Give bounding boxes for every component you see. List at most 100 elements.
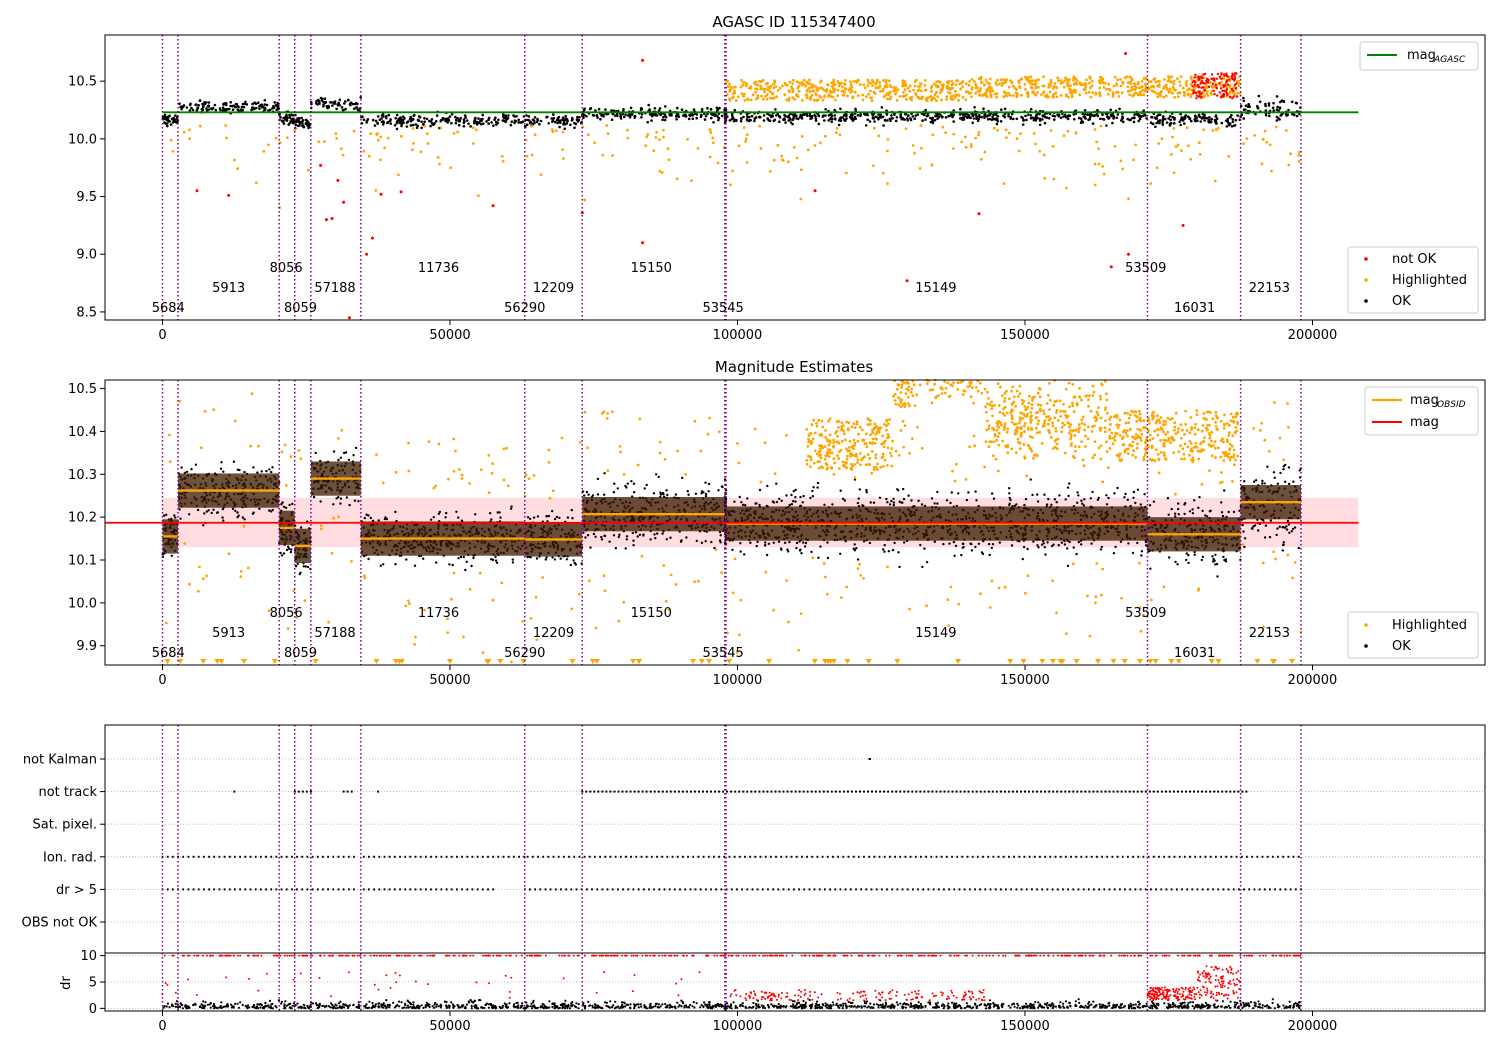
point-ok <box>243 102 247 106</box>
point-highlighted <box>419 150 423 154</box>
point-ok <box>995 122 999 126</box>
point-highlighted <box>436 156 440 159</box>
point-ok <box>322 105 325 108</box>
point-highlighted <box>814 93 818 97</box>
point-highlighted <box>740 92 744 96</box>
point-ok <box>1091 114 1094 117</box>
point-ok <box>704 481 707 484</box>
point-highlighted <box>593 141 597 145</box>
point-ok <box>1003 115 1007 119</box>
point-ok <box>1242 117 1245 120</box>
point-ok <box>839 116 842 120</box>
point-ok <box>1029 107 1033 111</box>
point-ok <box>448 563 451 566</box>
point-not-ok <box>1215 77 1219 81</box>
point-ok <box>533 116 537 119</box>
point-ok <box>1057 544 1060 547</box>
point-ok <box>723 108 727 111</box>
point-highlighted <box>1219 83 1223 87</box>
point-not-ok <box>336 178 340 182</box>
point-highlighted <box>743 99 747 102</box>
point-ok <box>975 117 978 120</box>
point-ok <box>553 558 557 561</box>
point-highlighted <box>919 89 923 93</box>
point-ok <box>1197 113 1201 117</box>
point-highlighted <box>1101 165 1104 168</box>
point-highlighted <box>452 132 456 135</box>
point-ok <box>1169 121 1173 125</box>
point-not-ok <box>1215 87 1219 90</box>
point-highlighted <box>849 80 852 84</box>
point-highlighted <box>1068 78 1071 81</box>
point-ok <box>1115 116 1119 120</box>
point-ok <box>594 535 597 538</box>
point-ok <box>774 108 777 111</box>
point-ok <box>784 121 787 124</box>
point-highlighted <box>1163 78 1166 81</box>
point-ok <box>1073 118 1076 121</box>
point-ok <box>551 509 554 513</box>
point-not-ok <box>1207 81 1210 84</box>
point-ok <box>389 122 393 125</box>
point-highlighted <box>917 85 920 88</box>
point-not-ok <box>1234 86 1238 90</box>
point-ok <box>604 108 607 111</box>
point-highlighted <box>734 85 737 89</box>
point-highlighted <box>976 90 980 93</box>
point-ok <box>810 550 813 554</box>
point-highlighted <box>823 95 826 99</box>
point-highlighted <box>867 92 870 96</box>
point-ok <box>1267 104 1271 107</box>
point-ok <box>380 117 383 120</box>
point-highlighted <box>367 154 371 158</box>
point-ok <box>1295 114 1299 118</box>
point-ok <box>445 511 448 515</box>
point-ok <box>531 118 535 121</box>
point-highlighted <box>1113 144 1117 148</box>
point-ok <box>1295 101 1298 105</box>
point-highlighted <box>561 157 565 160</box>
point-highlighted <box>756 83 759 87</box>
point-ok <box>789 112 792 116</box>
point-ok <box>1056 113 1059 116</box>
point-not-ok <box>330 217 334 220</box>
point-highlighted <box>1236 91 1240 95</box>
point-highlighted <box>954 93 958 97</box>
point-ok <box>1155 121 1158 125</box>
point-highlighted <box>892 86 896 89</box>
point-ok <box>333 100 337 103</box>
point-ok <box>1242 99 1246 103</box>
point-ok <box>1089 497 1093 500</box>
point-ok <box>787 114 791 117</box>
point-ok <box>297 117 300 120</box>
point-ok <box>356 102 359 106</box>
point-ok <box>1036 112 1039 116</box>
point-highlighted <box>1049 81 1053 85</box>
point-highlighted <box>797 89 801 93</box>
point-ok <box>525 114 528 117</box>
point-highlighted <box>1120 91 1124 95</box>
point-highlighted <box>583 198 587 202</box>
point-ok <box>344 100 347 103</box>
point-highlighted <box>1289 152 1292 156</box>
point-ok <box>931 116 934 120</box>
point-ok <box>286 545 290 548</box>
point-ok <box>602 115 605 118</box>
point-not-ok <box>319 163 323 167</box>
point-highlighted <box>586 133 590 137</box>
point-ok <box>339 502 342 505</box>
point-ok <box>576 115 579 119</box>
point-ok <box>794 496 797 499</box>
point-ok <box>959 117 962 120</box>
point-ok <box>792 115 796 118</box>
point-ok <box>994 118 998 121</box>
point-highlighted <box>1098 94 1102 98</box>
point-ok <box>429 518 433 521</box>
point-ok <box>1140 115 1143 118</box>
point-highlighted <box>808 78 811 82</box>
point-ok <box>983 116 986 120</box>
point-highlighted <box>1253 133 1256 137</box>
point-highlighted <box>902 84 905 88</box>
point-ok <box>680 108 684 111</box>
point-ok <box>1007 114 1010 118</box>
